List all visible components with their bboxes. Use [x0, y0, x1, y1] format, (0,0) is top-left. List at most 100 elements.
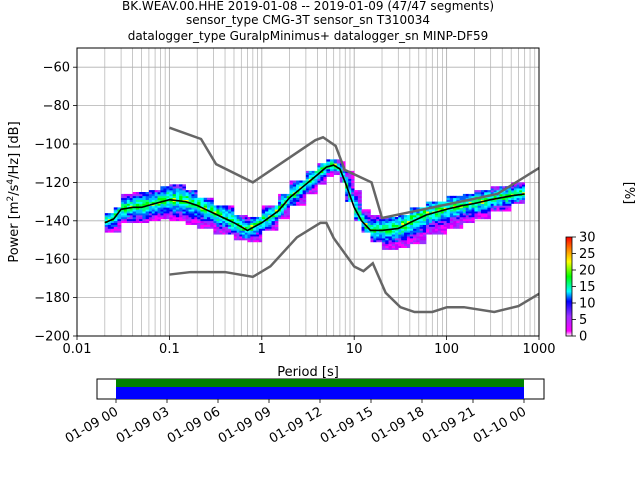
- density-cell: [160, 205, 164, 208]
- density-cell: [484, 211, 488, 214]
- density-cell: [305, 180, 310, 183]
- density-cell: [163, 186, 167, 189]
- density-cell: [351, 184, 355, 187]
- density-cell: [107, 224, 112, 227]
- density-cell: [104, 228, 109, 231]
- density-cell: [404, 228, 408, 231]
- density-cell: [314, 188, 318, 191]
- density-cell: [413, 215, 417, 218]
- density-cell: [409, 209, 414, 212]
- density-cell: [490, 209, 494, 212]
- density-cell: [419, 234, 424, 237]
- density-cell: [505, 209, 509, 212]
- density-cell: [166, 186, 170, 189]
- density-cell: [308, 170, 312, 174]
- density-cell: [228, 213, 232, 216]
- density-cell: [247, 222, 251, 225]
- density-cell: [413, 232, 417, 235]
- colorbar-tick-label: 0: [579, 330, 587, 345]
- density-cell: [416, 224, 420, 227]
- density-cell: [222, 230, 226, 233]
- density-cell: [456, 199, 460, 202]
- density-cell: [222, 226, 226, 229]
- density-cell: [142, 213, 146, 216]
- density-cell: [200, 220, 205, 224]
- density-cell: [508, 209, 512, 212]
- density-cell: [203, 213, 208, 216]
- density-cell: [258, 220, 263, 224]
- density-cell: [203, 218, 208, 222]
- coverage-tick-label: 01-09 18: [369, 404, 427, 446]
- x-tick-label: 0.01: [63, 342, 92, 357]
- density-cell: [336, 172, 341, 176]
- coverage-tick-label: 01-10 00: [471, 404, 529, 446]
- density-cell: [354, 195, 359, 199]
- density-cell: [185, 205, 189, 208]
- density-cell: [256, 236, 260, 239]
- density-cell: [459, 216, 464, 220]
- density-cell: [429, 201, 433, 204]
- density-cell: [521, 195, 525, 199]
- density-cell: [191, 192, 195, 195]
- density-cell: [419, 240, 424, 243]
- density-cell: [250, 220, 254, 224]
- density-cell: [487, 192, 491, 195]
- density-cell: [320, 182, 324, 185]
- density-cell: [169, 188, 173, 191]
- density-cell: [169, 190, 173, 193]
- density-cell: [440, 228, 444, 231]
- density-cell: [443, 201, 447, 204]
- density-cell: [431, 218, 436, 222]
- coverage-tick-label: 01-09 03: [114, 404, 172, 446]
- density-cell: [166, 190, 170, 193]
- density-cell: [188, 197, 192, 200]
- density-cell: [239, 218, 243, 222]
- density-cell: [163, 192, 167, 195]
- density-cell: [422, 222, 427, 225]
- density-cell: [493, 188, 497, 191]
- density-cell: [317, 165, 321, 168]
- density-cell: [391, 247, 396, 250]
- colorbar-tick-label: 5: [579, 313, 587, 328]
- density-cell: [513, 188, 517, 191]
- density-cell: [231, 224, 235, 227]
- density-cell: [154, 216, 158, 220]
- density-cell: [113, 230, 118, 233]
- density-cell: [289, 184, 294, 187]
- density-cell: [320, 167, 324, 170]
- density-cell: [373, 240, 377, 243]
- density-cell: [139, 218, 143, 222]
- density-cell: [253, 216, 257, 220]
- density-cell: [496, 186, 500, 189]
- density-cell: [247, 232, 251, 235]
- density-cell: [225, 226, 229, 229]
- density-cell: [443, 213, 447, 216]
- density-cell: [468, 216, 472, 220]
- density-cell: [236, 218, 240, 222]
- density-cell: [471, 203, 475, 206]
- density-cell: [107, 228, 112, 231]
- density-cell: [191, 215, 195, 218]
- density-cell: [409, 240, 414, 243]
- density-cell: [440, 220, 444, 224]
- density-cell: [505, 193, 509, 197]
- density-cell: [283, 193, 288, 197]
- density-cell: [446, 209, 451, 212]
- density-cell: [487, 197, 491, 200]
- density-cell: [373, 224, 377, 227]
- density-cell: [361, 213, 365, 216]
- density-cell: [299, 197, 303, 200]
- density-cell: [406, 220, 411, 224]
- density-cell: [446, 197, 451, 200]
- density-cell: [110, 216, 115, 220]
- density-cell: [477, 213, 482, 216]
- density-cell: [299, 192, 303, 195]
- density-cell: [453, 218, 457, 222]
- density-cell: [194, 205, 198, 208]
- density-cell: [256, 230, 260, 233]
- density-cell: [206, 213, 211, 216]
- density-cell: [274, 207, 279, 210]
- density-cell: [107, 213, 112, 216]
- density-cell: [422, 238, 427, 241]
- density-cell: [449, 224, 454, 227]
